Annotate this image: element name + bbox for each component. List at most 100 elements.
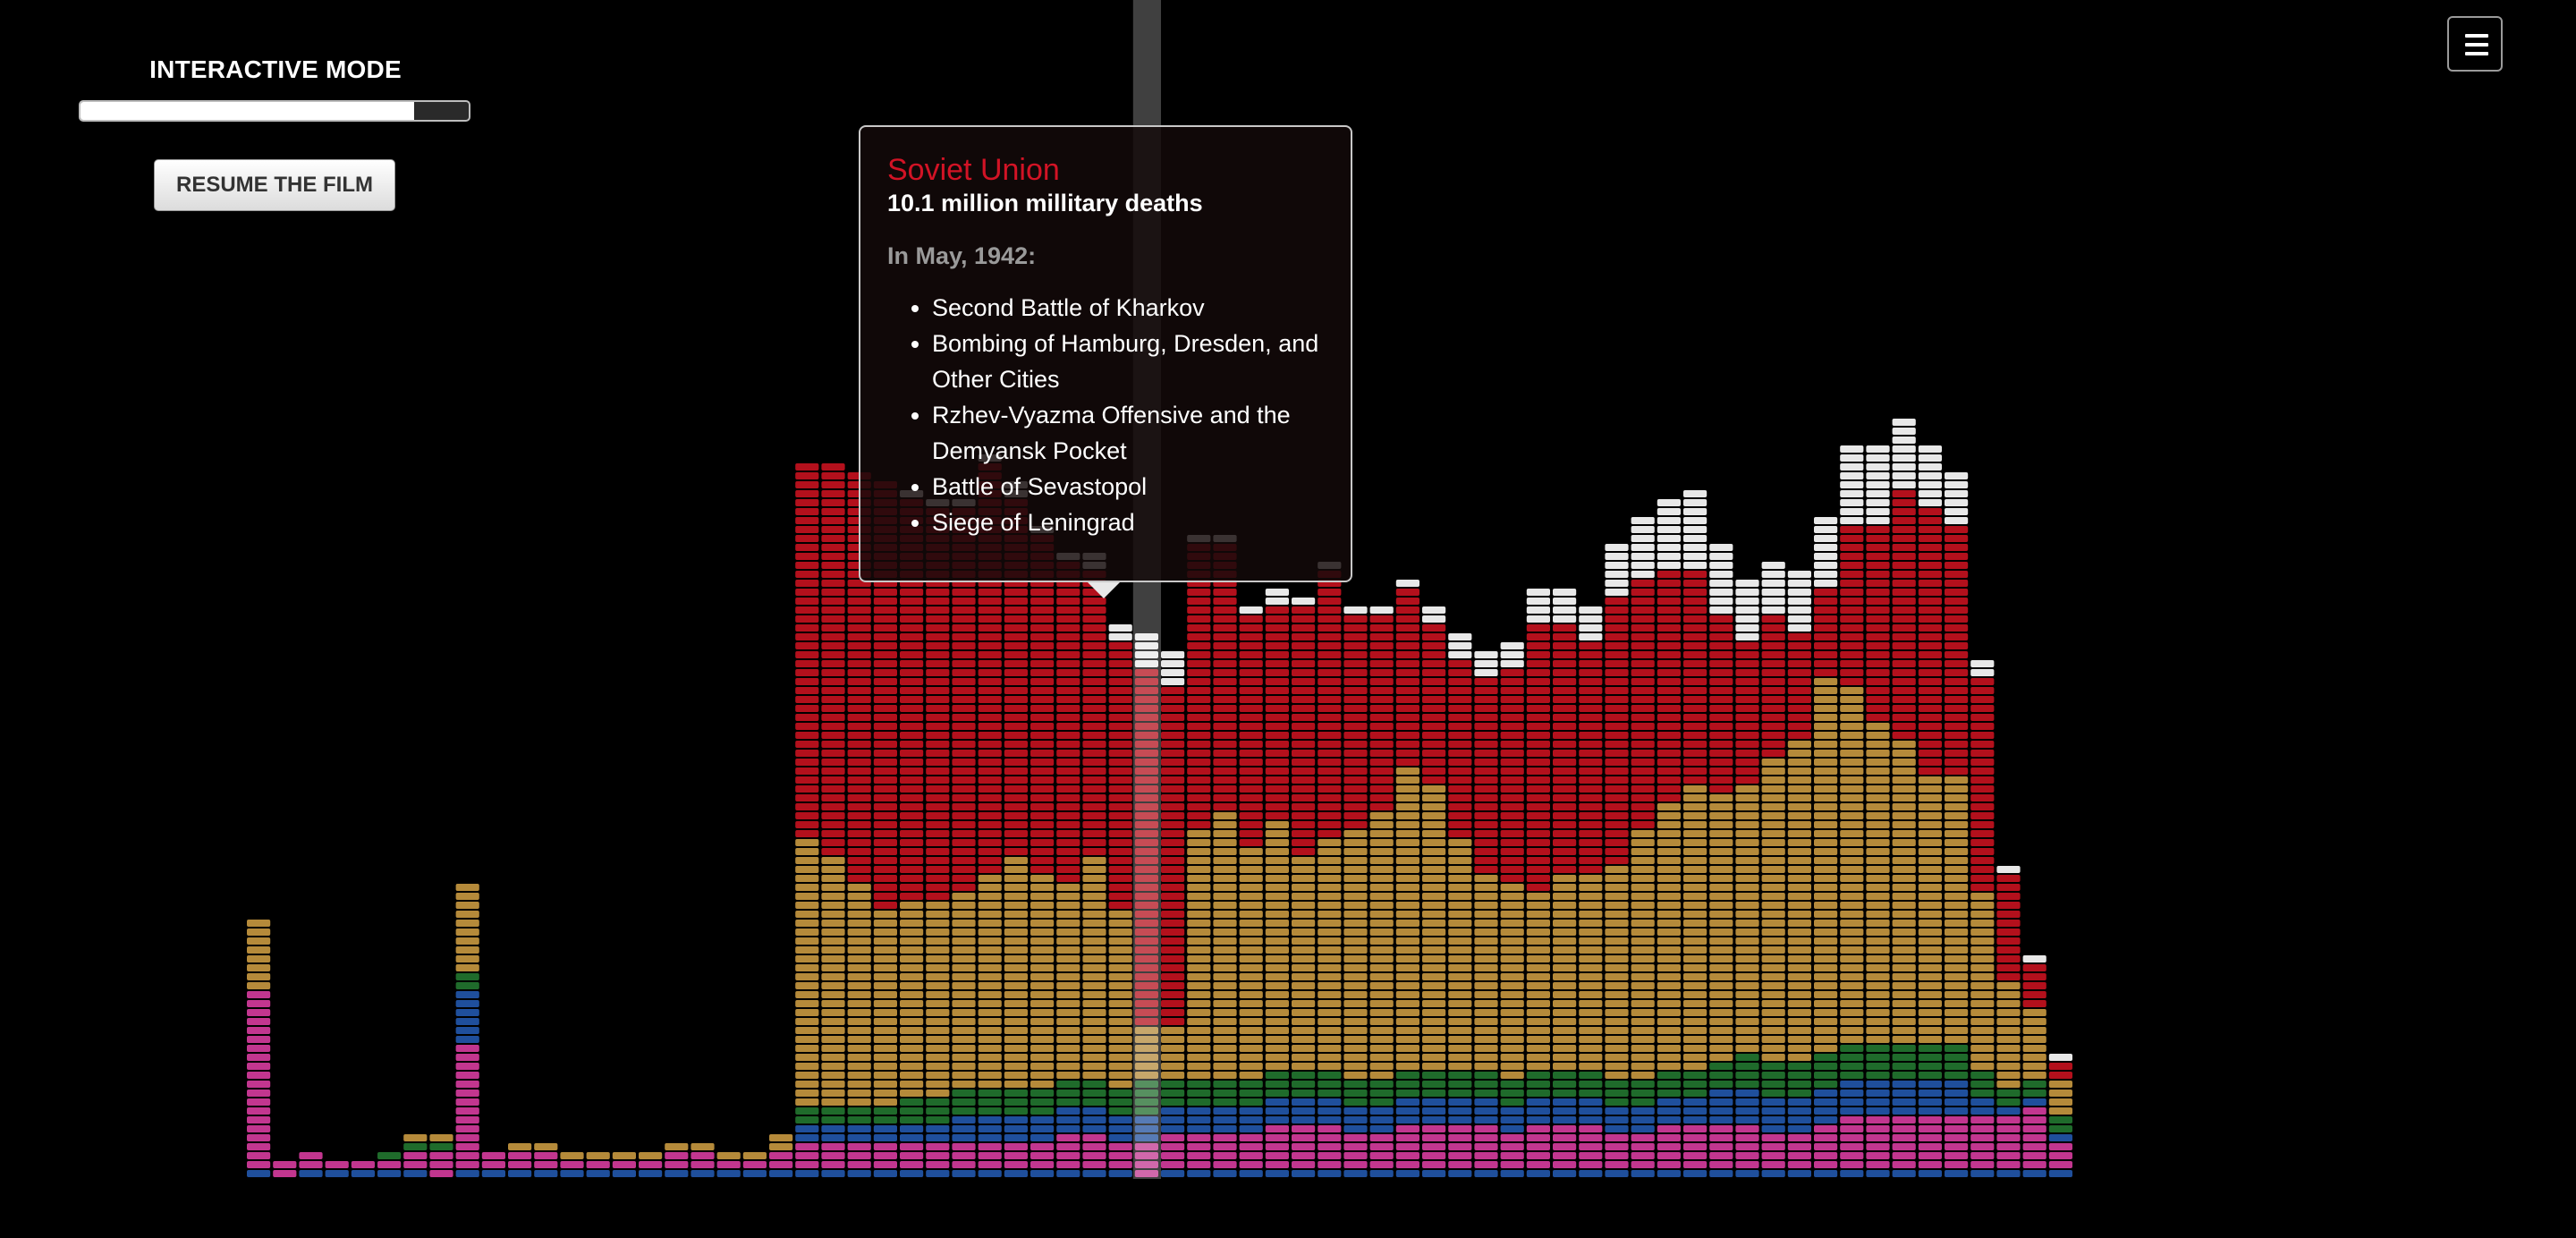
month-column[interactable] xyxy=(403,1134,428,1177)
casualty-cell xyxy=(1631,553,1655,560)
casualty-cell xyxy=(821,535,845,542)
casualty-cell xyxy=(1369,651,1394,658)
casualty-cell xyxy=(1265,785,1289,793)
month-column[interactable] xyxy=(1395,580,1419,1177)
month-column[interactable] xyxy=(299,1152,323,1177)
casualty-cell xyxy=(1657,642,1681,649)
casualty-cell xyxy=(247,1170,271,1177)
month-column[interactable] xyxy=(821,463,845,1177)
month-column[interactable] xyxy=(1840,445,1864,1177)
month-column[interactable] xyxy=(795,463,819,1177)
month-column[interactable] xyxy=(1265,589,1289,1177)
month-column[interactable] xyxy=(1683,490,1707,1177)
casualty-cell xyxy=(1395,1134,1419,1141)
month-column[interactable] xyxy=(377,1152,402,1177)
casualty-cell xyxy=(1395,875,1419,882)
month-column[interactable] xyxy=(247,920,271,1177)
casualty-cell xyxy=(873,696,897,703)
month-column[interactable] xyxy=(1448,633,1472,1177)
month-column[interactable] xyxy=(1605,544,1629,1177)
resume-film-button[interactable]: RESUME THE FILM xyxy=(154,159,395,211)
casualty-cell xyxy=(873,1027,897,1034)
month-column[interactable] xyxy=(612,1152,636,1177)
casualty-cell xyxy=(1213,946,1237,954)
month-column[interactable] xyxy=(273,1161,297,1177)
month-column[interactable] xyxy=(1161,651,1185,1177)
month-column[interactable] xyxy=(455,884,479,1177)
casualty-cell xyxy=(1605,571,1629,578)
casualty-cell xyxy=(1187,1000,1211,1007)
casualty-cell xyxy=(1579,1090,1603,1097)
month-column[interactable] xyxy=(1970,660,1995,1177)
month-column[interactable] xyxy=(1056,553,1080,1177)
casualty-cell xyxy=(1761,589,1785,596)
month-column[interactable] xyxy=(1082,553,1106,1177)
month-column[interactable] xyxy=(1787,571,1811,1177)
casualty-cell xyxy=(247,1054,271,1061)
casualty-cell xyxy=(978,776,1002,784)
month-column[interactable] xyxy=(1369,606,1394,1177)
month-column[interactable] xyxy=(1213,535,1237,1177)
casualty-cell xyxy=(1134,750,1158,757)
month-column[interactable] xyxy=(1631,517,1655,1177)
month-column[interactable] xyxy=(926,499,950,1177)
month-column[interactable] xyxy=(742,1152,767,1177)
casualty-cell xyxy=(1709,902,1733,909)
month-column[interactable] xyxy=(1709,544,1733,1177)
month-column[interactable] xyxy=(586,1152,610,1177)
month-column[interactable] xyxy=(351,1161,375,1177)
month-column[interactable] xyxy=(1814,517,1838,1177)
month-column[interactable] xyxy=(1761,562,1785,1177)
month-column[interactable] xyxy=(900,490,924,1177)
month-column[interactable] xyxy=(1030,526,1055,1177)
timeline-progress-slider[interactable] xyxy=(79,100,470,122)
casualty-cell xyxy=(1526,902,1550,909)
month-column[interactable] xyxy=(1318,562,1342,1177)
month-column[interactable] xyxy=(952,499,976,1177)
month-column[interactable] xyxy=(1866,445,1890,1177)
month-column[interactable] xyxy=(769,1134,793,1177)
casualty-cell xyxy=(1474,911,1498,918)
month-column[interactable] xyxy=(1918,445,1942,1177)
month-column[interactable] xyxy=(1579,606,1603,1177)
month-column[interactable] xyxy=(1292,598,1316,1177)
month-column[interactable] xyxy=(325,1161,349,1177)
month-column[interactable] xyxy=(1004,481,1028,1177)
month-column[interactable] xyxy=(1474,651,1498,1177)
menu-button[interactable] xyxy=(2447,16,2503,72)
casualty-cell xyxy=(1108,1107,1132,1115)
casualty-cell xyxy=(1814,732,1838,739)
month-column[interactable] xyxy=(1657,499,1681,1177)
month-column[interactable] xyxy=(1239,606,1263,1177)
month-column[interactable] xyxy=(873,481,897,1177)
month-column[interactable] xyxy=(429,1134,453,1177)
casualty-cell xyxy=(900,946,924,954)
month-column[interactable] xyxy=(1108,624,1132,1177)
month-column[interactable] xyxy=(1343,606,1368,1177)
month-column[interactable] xyxy=(1735,580,1759,1177)
casualty-cell xyxy=(821,911,845,918)
casualty-cell xyxy=(1474,767,1498,775)
month-column[interactable] xyxy=(691,1143,715,1177)
month-column[interactable] xyxy=(1134,633,1158,1177)
month-column[interactable] xyxy=(560,1152,584,1177)
casualty-cell xyxy=(1134,839,1158,846)
month-column[interactable] xyxy=(534,1143,558,1177)
month-column[interactable] xyxy=(639,1152,663,1177)
month-column[interactable] xyxy=(665,1143,689,1177)
month-column[interactable] xyxy=(1422,606,1446,1177)
month-column[interactable] xyxy=(2048,1054,2072,1177)
month-column[interactable] xyxy=(1892,419,1916,1177)
month-column[interactable] xyxy=(1553,589,1577,1177)
month-column[interactable] xyxy=(1945,472,1969,1177)
month-column[interactable] xyxy=(1500,642,1524,1177)
month-column[interactable] xyxy=(1187,535,1211,1177)
month-column[interactable] xyxy=(508,1143,532,1177)
month-column[interactable] xyxy=(716,1152,741,1177)
month-column[interactable] xyxy=(481,1152,505,1177)
month-column[interactable] xyxy=(2022,955,2046,1177)
month-column[interactable] xyxy=(1996,866,2021,1177)
month-column[interactable] xyxy=(1526,589,1550,1177)
casualty-cell xyxy=(1761,839,1785,846)
casualty-cell xyxy=(1735,973,1759,980)
